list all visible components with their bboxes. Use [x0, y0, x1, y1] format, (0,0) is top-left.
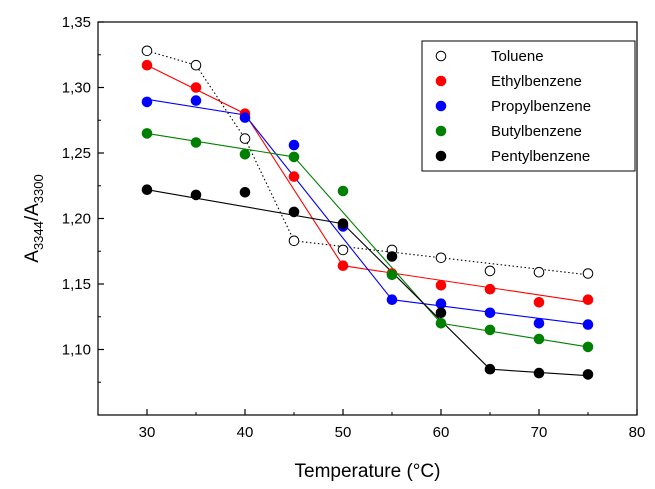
legend-marker	[435, 75, 447, 87]
x-axis-title: Temperature (°C)	[295, 461, 441, 482]
legend-box	[421, 40, 636, 172]
data-point	[533, 318, 545, 329]
data-point	[288, 206, 300, 218]
data-point	[337, 218, 349, 229]
data-point	[484, 324, 496, 336]
data-point	[288, 139, 300, 151]
data-point	[484, 265, 496, 277]
legend-marker	[435, 125, 447, 137]
data-point	[484, 363, 496, 375]
y-axis-title-sub1: 3344	[31, 221, 46, 250]
data-point	[141, 59, 153, 71]
data-point	[435, 307, 447, 319]
data-point	[141, 96, 153, 108]
data-point	[239, 149, 251, 160]
y-tick-label: 1,20	[62, 211, 91, 228]
data-point	[582, 369, 594, 380]
legend: Toluene Ethylbenzene Propylbenzene Butylben…	[421, 40, 636, 172]
x-tick-label: 40	[237, 424, 254, 441]
legend-label: Pentylbenzene	[491, 148, 590, 165]
y-axis-title: A3344/A3300	[22, 174, 46, 262]
data-point	[239, 112, 251, 123]
legend-marker	[435, 100, 447, 112]
data-point	[288, 171, 300, 182]
data-points	[141, 45, 594, 380]
data-point	[337, 260, 349, 272]
legend-marker	[435, 50, 447, 62]
data-point	[533, 333, 545, 345]
fit-line	[146, 189, 589, 377]
y-axis-title-sep: /A	[22, 203, 43, 221]
y-tick-label: 1,10	[62, 342, 91, 359]
x-tick-label: 50	[335, 424, 352, 441]
data-point	[582, 268, 594, 279]
data-point	[386, 251, 398, 262]
y-axis-title-sub2: 3300	[31, 174, 46, 203]
y-tick-label: 1,25	[62, 145, 91, 162]
data-point	[141, 128, 153, 139]
data-point	[582, 319, 594, 330]
legend-label: Toluene	[491, 48, 544, 65]
data-point	[435, 318, 447, 329]
data-point	[288, 151, 300, 163]
data-point	[190, 82, 202, 93]
data-point	[239, 187, 251, 198]
data-point	[141, 45, 153, 57]
legend-label: Propylbenzene	[491, 98, 591, 115]
data-point	[386, 294, 398, 306]
data-point	[435, 298, 447, 310]
fit-line	[146, 132, 589, 348]
x-tick-label: 30	[139, 424, 156, 441]
data-point	[190, 59, 202, 71]
data-point	[141, 184, 153, 195]
x-tick-label: 60	[433, 424, 450, 441]
data-point	[337, 244, 349, 256]
data-point	[582, 341, 594, 353]
data-point	[190, 95, 202, 106]
legend-label: Butylbenzene	[491, 123, 582, 140]
x-axis-ticks: 30 40 50 60 70 80	[97, 409, 646, 441]
data-point	[386, 269, 398, 281]
data-point	[337, 185, 349, 197]
y-axis-ticks: 1,10 1,15 1,20 1,25 1,30 1,35	[62, 14, 104, 383]
data-point	[533, 367, 545, 379]
data-point	[190, 189, 202, 201]
data-point	[533, 266, 545, 278]
x-tick-label: 70	[531, 424, 548, 441]
data-point	[435, 252, 447, 264]
data-point	[190, 137, 202, 148]
y-tick-label: 1,35	[62, 14, 91, 31]
legend-label: Ethylbenzene	[491, 73, 582, 90]
data-point	[484, 307, 496, 319]
data-point	[533, 297, 545, 308]
data-point	[435, 280, 447, 291]
y-tick-label: 1,30	[62, 80, 91, 97]
y-tick-label: 1,15	[62, 276, 91, 293]
y-axis-title-main: A	[22, 250, 43, 263]
x-tick-label: 80	[629, 424, 646, 441]
fit-line	[146, 50, 295, 242]
data-point	[239, 133, 251, 144]
legend-marker	[435, 150, 447, 162]
data-point	[484, 283, 496, 295]
data-point	[288, 235, 300, 247]
data-point	[582, 294, 594, 306]
